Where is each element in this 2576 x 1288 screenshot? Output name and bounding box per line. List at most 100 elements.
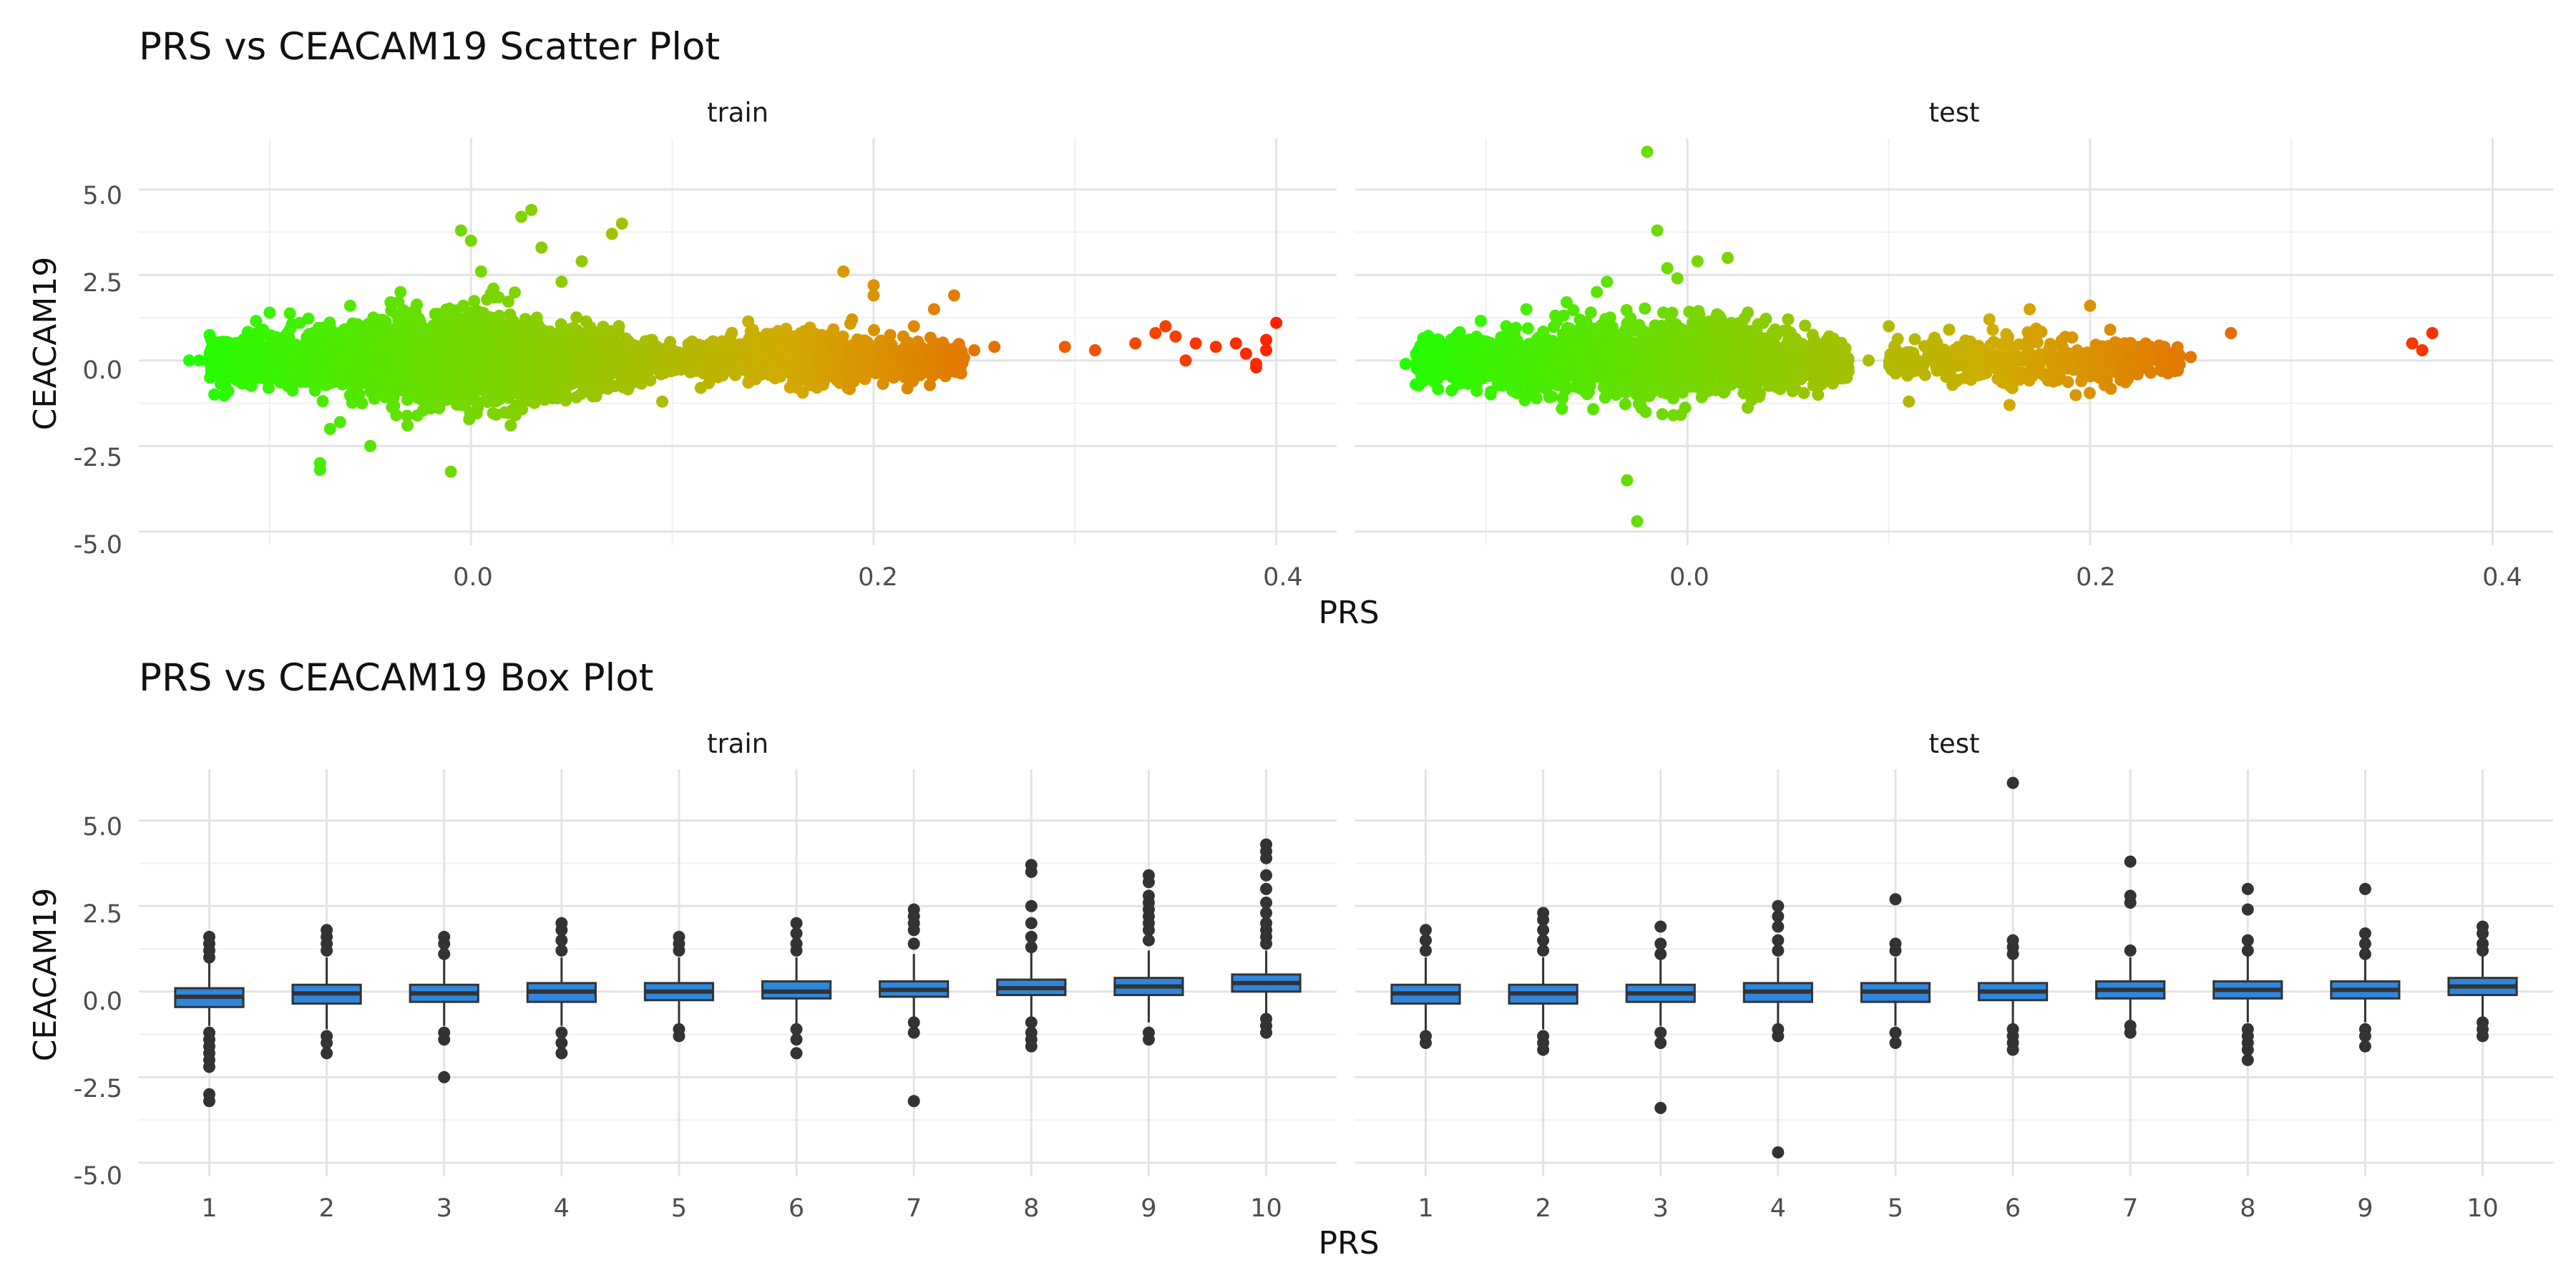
scatter-point: [1179, 354, 1192, 367]
scatter-point: [706, 354, 718, 367]
scatter-point: [1209, 341, 1222, 353]
scatter-point: [619, 355, 632, 368]
scatter-point: [737, 338, 750, 351]
scatter-point: [333, 365, 346, 378]
scatter-point: [343, 299, 356, 312]
scatter-point: [847, 354, 860, 367]
scatter-point: [439, 343, 452, 356]
scatter-point: [312, 379, 325, 391]
scatter-point: [436, 377, 449, 389]
scatter-point: [468, 295, 481, 308]
scatter-point: [686, 335, 698, 348]
scatter-point: [813, 348, 826, 361]
scatter-point: [403, 307, 416, 320]
scatter-point: [777, 333, 790, 346]
scatter-panel-train: [139, 138, 1337, 545]
scatter-point: [274, 340, 287, 352]
scatter-point: [1149, 327, 1162, 339]
scatter-point: [509, 386, 522, 399]
scatter-point: [884, 328, 897, 341]
scatter-point: [493, 352, 506, 364]
scatter-point: [376, 355, 389, 368]
scatter-point: [947, 289, 960, 302]
scatter-point: [316, 395, 329, 408]
scatter-point: [570, 391, 582, 404]
scatter-point: [524, 386, 537, 399]
scatter-point: [318, 368, 331, 381]
scatter-point: [1058, 341, 1071, 353]
scatter-point: [912, 353, 924, 366]
scatter-point: [877, 377, 889, 390]
scatter-point: [457, 374, 470, 386]
scatter-point: [460, 321, 473, 333]
scatter-point: [532, 326, 545, 338]
scatter-point: [1189, 337, 1202, 350]
scatter-point: [474, 265, 487, 278]
scatter-point: [464, 335, 477, 348]
scatter-point: [612, 324, 625, 337]
scatter-point: [847, 375, 860, 388]
scatter-point: [565, 353, 577, 366]
scatter-point: [251, 326, 264, 339]
scatter-point: [281, 380, 294, 392]
scatter-point: [872, 358, 884, 371]
scatter-point: [720, 353, 733, 366]
scatter-point: [509, 361, 522, 374]
scatter-point: [248, 343, 261, 356]
scatter-point: [396, 356, 409, 369]
scatter-point: [437, 366, 450, 379]
scatter-point: [504, 419, 517, 432]
scatter-point: [208, 388, 220, 401]
scatter-point: [497, 338, 509, 351]
scatter-point: [393, 345, 406, 358]
scatter-point: [480, 338, 492, 351]
scatter-point: [540, 389, 552, 401]
scatter-point: [1556, 402, 1568, 415]
scatter-point: [408, 378, 421, 391]
scatter-point: [203, 328, 216, 341]
scatter-point: [343, 389, 356, 401]
scatter-point: [550, 356, 562, 369]
scatter-point: [515, 210, 528, 223]
scatter-point: [1619, 398, 1631, 411]
scatter-point: [907, 375, 919, 388]
scatter-point: [313, 464, 326, 477]
scatter-point: [245, 373, 258, 386]
scatter-point: [837, 265, 850, 278]
scatter-point: [262, 381, 275, 394]
scatter-point: [301, 333, 314, 346]
scatter-point: [1088, 344, 1101, 356]
scatter-point: [468, 348, 481, 361]
scatter-point: [233, 361, 246, 374]
scatter-point: [223, 371, 236, 384]
scatter-point: [555, 383, 568, 396]
scatter-point: [950, 366, 962, 379]
scatter-point: [425, 375, 438, 388]
scatter-point: [256, 364, 269, 376]
scatter-point: [1250, 361, 1262, 374]
scatter-point: [346, 331, 358, 344]
scatter-point: [541, 374, 554, 387]
scatter-point: [323, 422, 336, 435]
scatter-point: [464, 234, 477, 247]
scatter-point: [988, 341, 1001, 353]
scatter-point: [573, 371, 586, 384]
scatter-point: [907, 320, 920, 333]
scatter-point: [401, 409, 414, 422]
scatter-point: [952, 346, 965, 359]
scatter-point: [927, 303, 940, 316]
scatter-point: [555, 275, 568, 288]
scatter-point: [555, 320, 568, 333]
scatter-point: [897, 356, 909, 369]
scatter-point: [506, 404, 519, 416]
scatter-point: [690, 347, 703, 360]
scatter-point: [502, 296, 514, 308]
scatter-point: [477, 306, 489, 319]
scatter-point: [293, 316, 306, 329]
scatter-point: [1239, 347, 1252, 360]
scatter-point: [263, 306, 276, 319]
scatter-point: [283, 323, 296, 336]
scatter-point: [1474, 314, 1487, 327]
scatter-point: [506, 315, 519, 327]
scatter-point: [241, 326, 254, 338]
